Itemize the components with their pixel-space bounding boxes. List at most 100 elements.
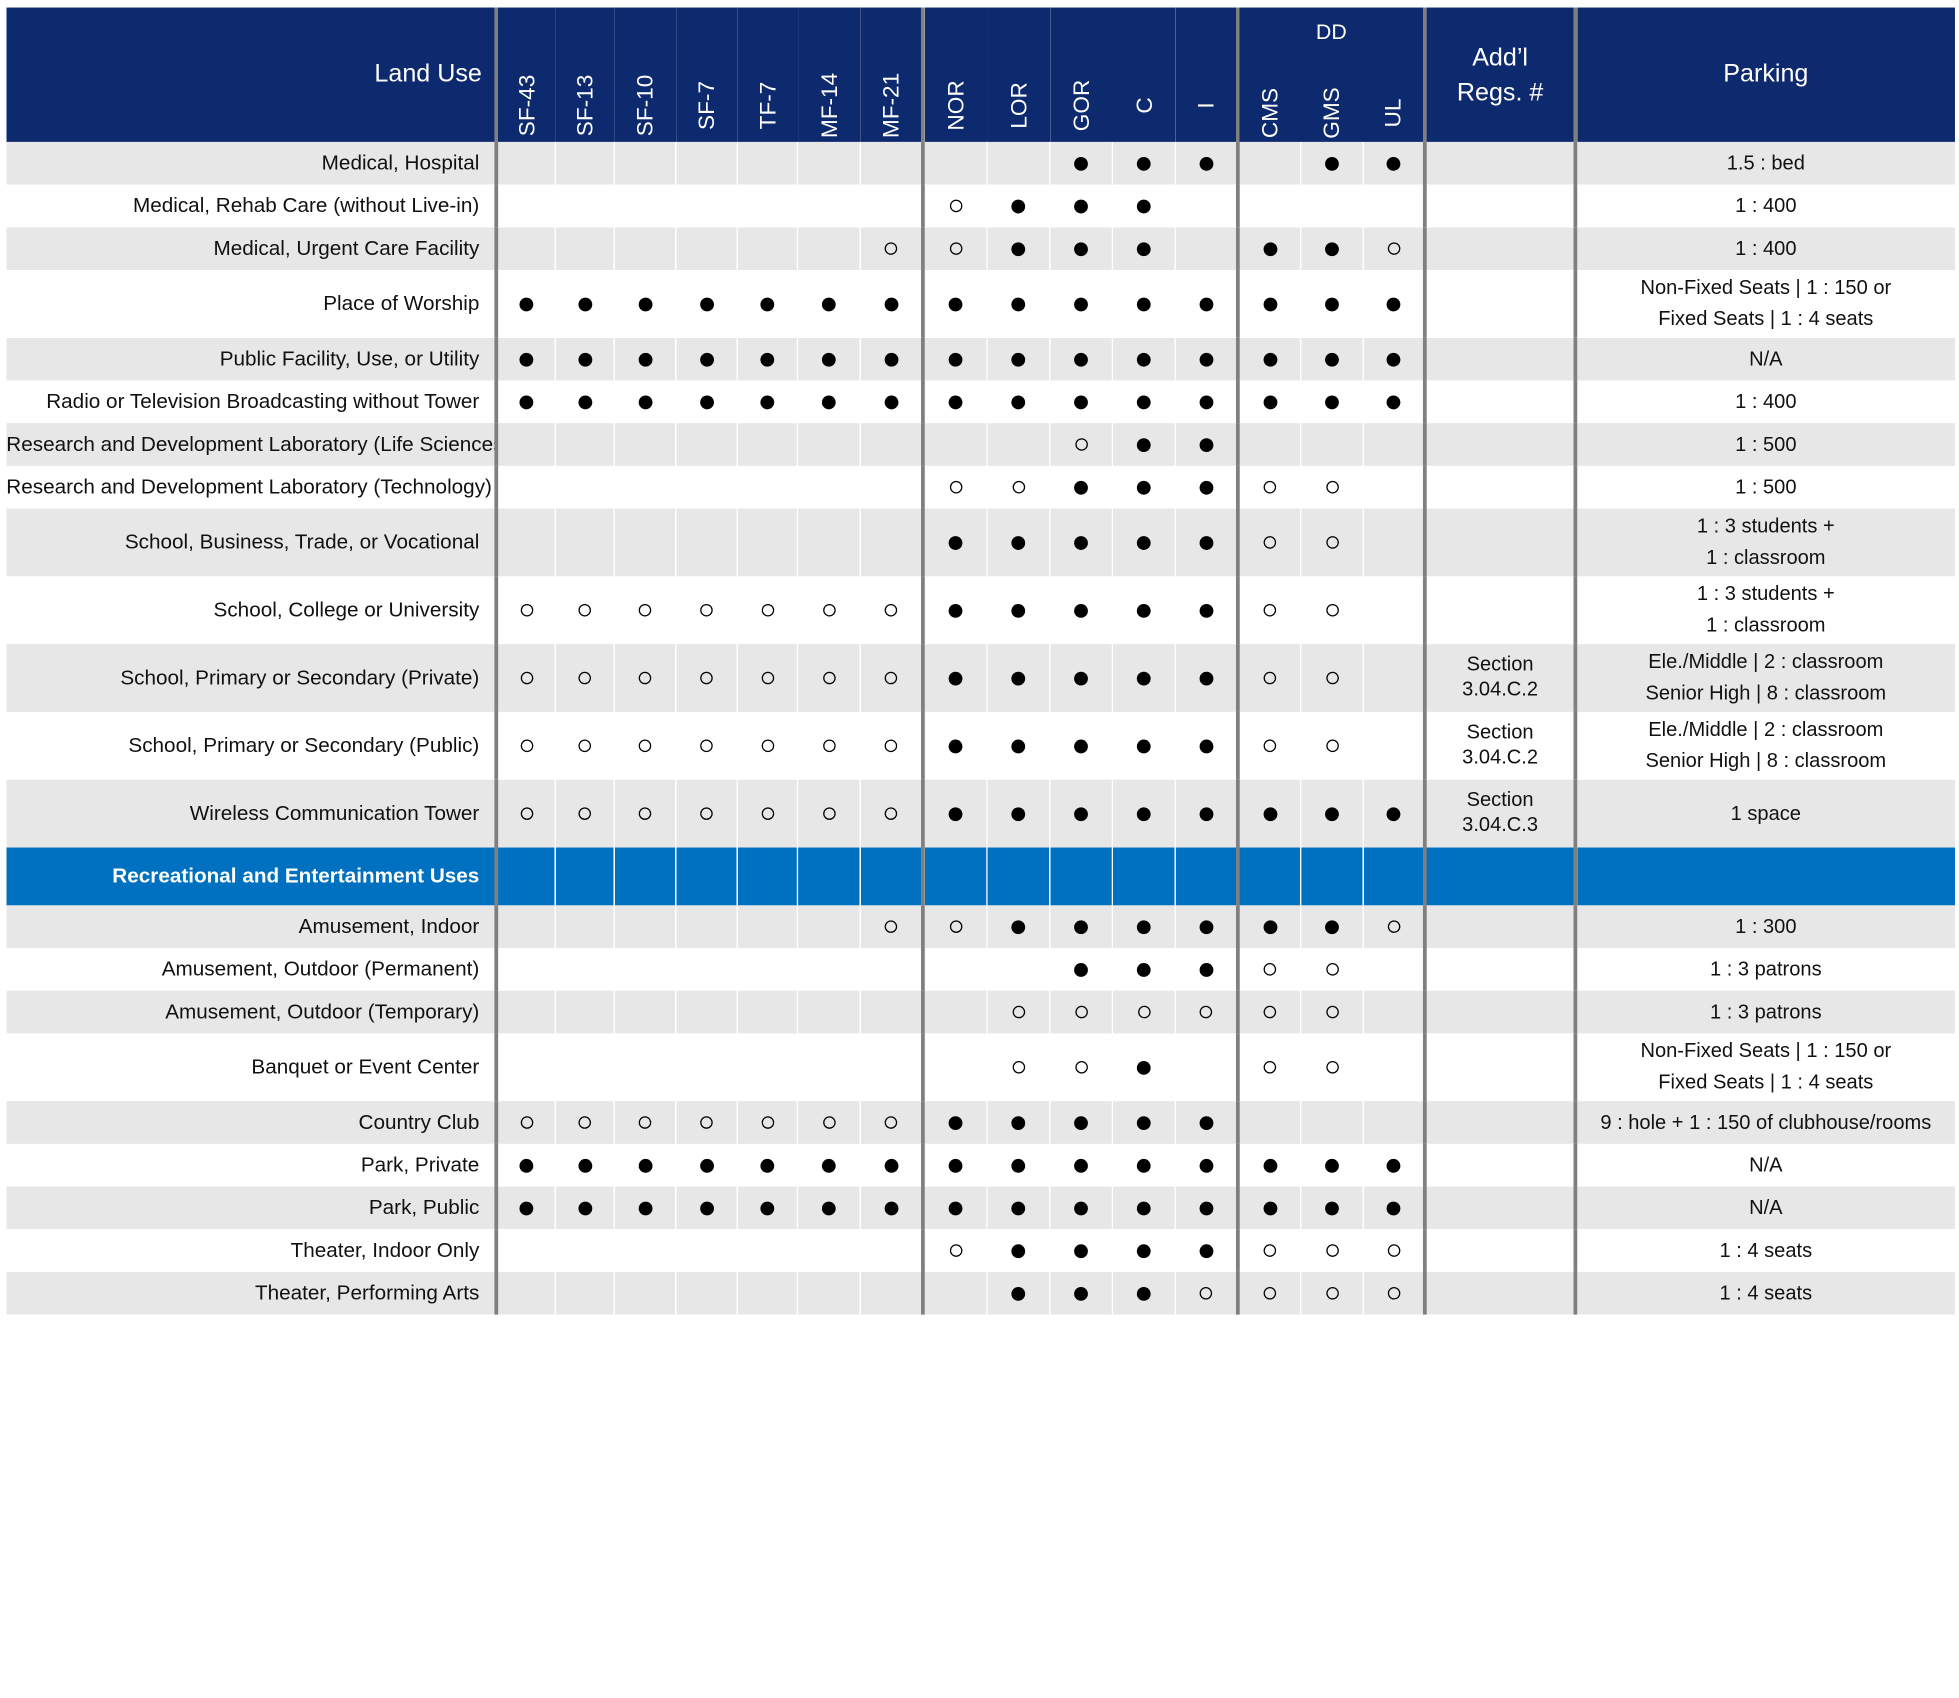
filled-dot-icon [1074, 1201, 1088, 1215]
regs-line: Section [1466, 654, 1534, 676]
regs-line: Section [1466, 789, 1534, 812]
regs-line: 3.04.C.2 [1462, 747, 1539, 769]
district-cell [796, 141, 861, 185]
district-cell [922, 711, 987, 780]
table-row: Country Club 9 : hole + 1 : 150 of clubho… [5, 1101, 1955, 1144]
district-cell [1362, 711, 1427, 780]
parking-line: Non-Fixed Seats | 1 : 150 or [1640, 277, 1892, 299]
district-cell [796, 905, 861, 948]
table-row: School, Business, Trade, or Vocational 1 … [5, 508, 1955, 577]
open-dot-icon [822, 671, 836, 685]
district-cell [613, 269, 676, 338]
district-cell [1362, 184, 1427, 228]
district-cell [613, 711, 676, 780]
district-cell [1111, 227, 1176, 270]
district-header: NOR [922, 7, 987, 142]
open-dot-icon [761, 1116, 774, 1129]
district-cell [1299, 1271, 1364, 1315]
filled-dot-icon [884, 352, 898, 367]
filled-dot-icon [1011, 806, 1026, 821]
parking-line: N/A [1749, 348, 1783, 370]
district-cell [1174, 1186, 1240, 1230]
district-header: MF-14 [797, 7, 861, 142]
district-cell [613, 1229, 676, 1272]
filled-dot-icon [1074, 395, 1088, 409]
district-cell [1237, 508, 1301, 577]
district-cell [495, 227, 556, 270]
land-use-name: Research and Development Laboratory (Lif… [5, 423, 499, 466]
parking-line: 1 : 400 [1735, 391, 1797, 413]
district-cell [1111, 337, 1176, 381]
district-cell [986, 423, 1050, 466]
district-cell [736, 990, 798, 1034]
section-title: Recreational and Entertainment Uses [5, 847, 499, 906]
district-header: UL [1379, 98, 1405, 128]
filled-dot-icon [884, 1158, 898, 1173]
table-row: Amusement, Outdoor (Temporary) 1 : 3 patr… [5, 990, 1955, 1034]
filled-dot-icon [1074, 199, 1088, 214]
district-cell [1299, 1033, 1364, 1102]
district-cell [859, 465, 925, 509]
parking-cell: Ele./Middle | 2 : classroom Senior High |… [1574, 644, 1955, 712]
district-cell [1237, 711, 1301, 780]
section-cell [554, 847, 615, 906]
district-cell [986, 1143, 1050, 1187]
filled-dot-icon [1198, 919, 1213, 934]
filled-dot-icon [1136, 1158, 1151, 1173]
district-cell [613, 1186, 676, 1230]
filled-dot-icon [1074, 806, 1088, 821]
open-dot-icon [884, 242, 898, 256]
filled-dot-icon [1262, 806, 1277, 821]
open-dot-icon [1137, 1005, 1151, 1019]
filled-dot-icon [1386, 352, 1401, 367]
regs-cell [1424, 269, 1578, 338]
district-cell [1237, 1186, 1301, 1230]
filled-dot-icon [519, 395, 534, 409]
filled-dot-icon [1262, 919, 1277, 934]
district-cell [495, 1101, 556, 1144]
district-cell [675, 423, 738, 466]
filled-dot-icon [1325, 156, 1339, 171]
district-cell [736, 141, 798, 185]
district-cell [859, 1033, 925, 1102]
filled-dot-icon [1011, 395, 1026, 409]
district-cell [554, 711, 615, 780]
filled-dot-icon [1136, 352, 1151, 367]
filled-dot-icon [1136, 1201, 1151, 1215]
filled-dot-icon [577, 297, 592, 311]
district-cell [1299, 423, 1364, 466]
district-cell [495, 508, 556, 577]
district-cell [1111, 576, 1176, 645]
filled-dot-icon [638, 1158, 652, 1173]
open-dot-icon [761, 604, 774, 617]
section-cell [1574, 847, 1955, 906]
filled-dot-icon [1198, 603, 1213, 618]
open-dot-icon [1011, 1005, 1025, 1019]
filled-dot-icon [519, 297, 534, 311]
filled-dot-icon [1136, 1115, 1151, 1130]
district-cell [736, 1101, 798, 1144]
district-cell [986, 576, 1050, 645]
district-cell [859, 947, 925, 991]
filled-dot-icon [1198, 156, 1213, 171]
district-cell [1362, 269, 1427, 338]
filled-dot-icon [1262, 1158, 1277, 1173]
open-dot-icon [822, 739, 836, 753]
parking-line: N/A [1749, 1197, 1783, 1219]
open-dot-icon [520, 739, 533, 753]
district-cell [1174, 905, 1240, 948]
filled-dot-icon [1325, 1201, 1339, 1215]
table-row: School, Primary or Secondary (Public) Sec… [5, 711, 1955, 780]
filled-dot-icon [577, 1158, 592, 1173]
land-use-header: Land Use [5, 7, 499, 142]
district-cell [859, 269, 925, 338]
open-dot-icon [822, 604, 836, 617]
district-cell [554, 1271, 615, 1315]
filled-dot-icon [1011, 671, 1026, 686]
filled-dot-icon [1262, 352, 1277, 367]
district-cell [986, 184, 1050, 228]
filled-dot-icon [948, 1158, 963, 1173]
district-cell [1049, 337, 1113, 381]
district-cell [613, 423, 676, 466]
district-cell [1111, 990, 1176, 1034]
